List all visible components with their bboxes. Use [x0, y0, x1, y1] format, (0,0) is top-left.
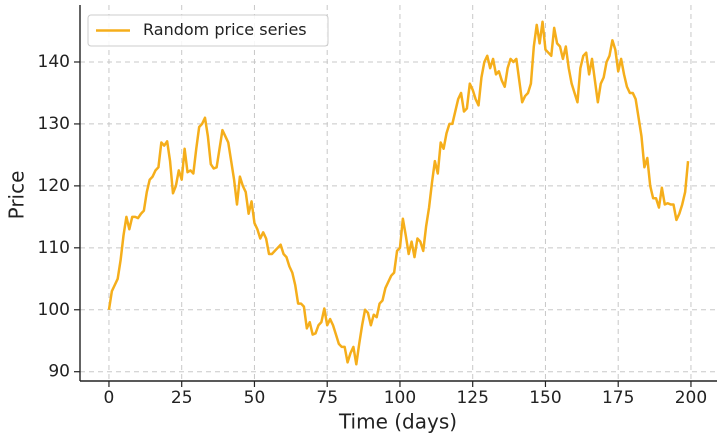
- y-tick-label: 90: [48, 362, 70, 382]
- y-tick-label: 100: [38, 300, 70, 320]
- y-axis-label: Price: [5, 171, 29, 220]
- x-tick-label: 150: [529, 388, 561, 408]
- x-tick-label: 0: [104, 388, 115, 408]
- legend-label: Random price series: [143, 20, 307, 39]
- x-tick-label: 200: [675, 388, 707, 408]
- y-tick-label: 120: [38, 176, 70, 196]
- y-tick-label: 130: [38, 114, 70, 134]
- x-tick-label: 50: [244, 388, 266, 408]
- x-tick-label: 100: [384, 388, 416, 408]
- x-tick-label: 175: [602, 388, 634, 408]
- x-tick-label: 125: [456, 388, 488, 408]
- legend-box: [87, 14, 329, 47]
- x-tick-label: 75: [316, 388, 338, 408]
- price-line: [107, 20, 690, 366]
- x-axis-label: Time (days): [338, 410, 457, 434]
- y-tick-label: 110: [38, 238, 70, 258]
- y-tick-label: 140: [38, 52, 70, 72]
- x-tick-label: 25: [171, 388, 193, 408]
